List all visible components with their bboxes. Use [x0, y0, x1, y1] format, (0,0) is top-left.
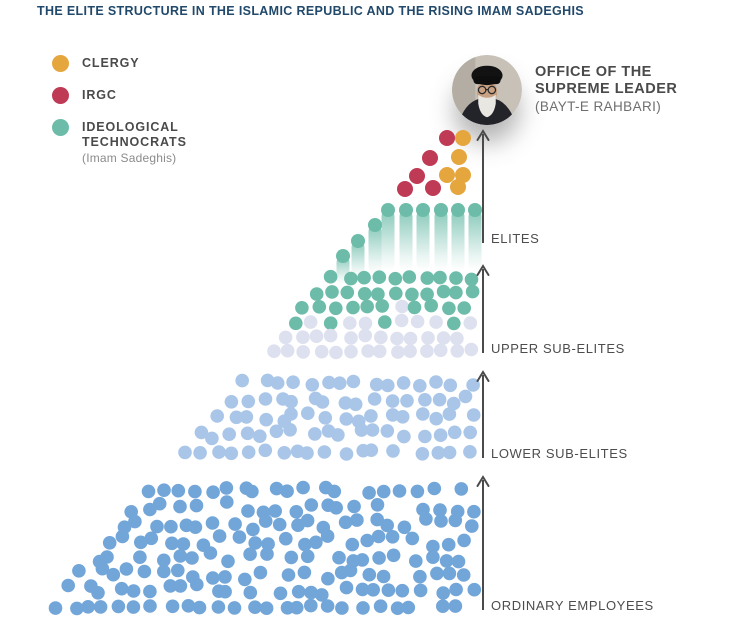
supreme-leader-portrait-image — [452, 55, 522, 125]
leader-subtitle: (BAYT-E RAHBARI) — [535, 99, 662, 114]
supreme-leader-text: OFFICE OF THE SUPREME LEADER (BAYT-E RAH… — [535, 64, 677, 115]
legend-label-irgc: IRGC — [82, 88, 117, 102]
legend: CLERGY IRGC IDEOLOGICAL TECHNOCRATS (Ima… — [52, 55, 207, 182]
tier-label-lower-sub-elites: LOWER SUB-ELITES — [491, 446, 628, 461]
tier-label-elites: ELITES — [491, 231, 540, 246]
supreme-leader-block: OFFICE OF THE SUPREME LEADER (BAYT-E RAH… — [452, 55, 677, 125]
tier-label-ordinary-employees: ORDINARY EMPLOYEES — [491, 598, 654, 613]
portrait-illustration — [452, 55, 522, 125]
legend-label-technocrats: IDEOLOGICAL TECHNOCRATS (Imam Sadeghis) — [82, 120, 207, 166]
tier-arrow-icon — [476, 475, 490, 610]
legend-sublabel-technocrats: (Imam Sadeghis) — [82, 151, 177, 165]
lower-sub-elites-dots — [178, 373, 481, 461]
tier-arrow-icon — [476, 370, 490, 458]
legend-item-irgc: IRGC — [52, 87, 207, 104]
legend-item-technocrats: IDEOLOGICAL TECHNOCRATS (Imam Sadeghis) — [52, 119, 207, 166]
tier-arrow-icon — [476, 264, 490, 353]
top-cluster-dots — [397, 130, 471, 197]
leader-title-line1: OFFICE OF THE — [535, 64, 652, 80]
elites-streaks — [336, 203, 482, 284]
legend-label-technocrats-text: IDEOLOGICAL TECHNOCRATS — [82, 120, 187, 149]
technocrat-dot-icon — [52, 119, 69, 136]
ordinary-employees-dots — [48, 480, 482, 616]
legend-label-clergy: CLERGY — [82, 56, 140, 70]
irgc-dot-icon — [52, 87, 69, 104]
leader-title-line2: SUPREME LEADER — [535, 81, 678, 97]
upper-sub-elites-dots — [267, 269, 480, 360]
legend-item-clergy: CLERGY — [52, 55, 207, 72]
tier-arrow-icon — [476, 129, 490, 243]
tier-label-upper-sub-elites: UPPER SUB-ELITES — [491, 341, 625, 356]
clergy-dot-icon — [52, 55, 69, 72]
page-title: THE ELITE STRUCTURE IN THE ISLAMIC REPUB… — [37, 4, 584, 18]
